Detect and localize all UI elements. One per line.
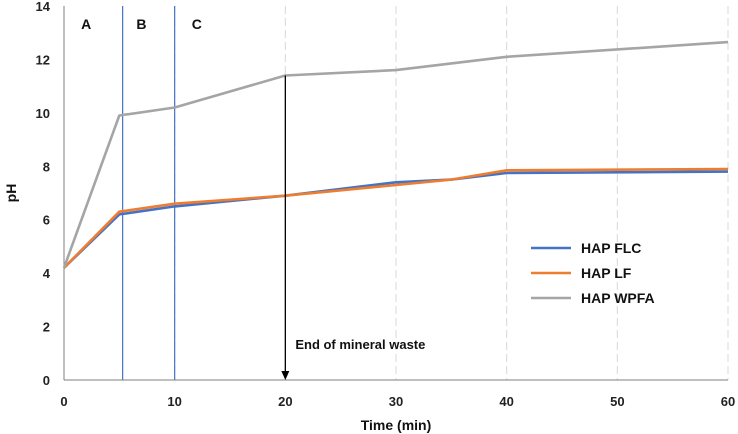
legend-label-hap-lf: HAP LF bbox=[581, 265, 632, 281]
y-tick-label-8: 8 bbox=[43, 159, 50, 174]
region-label-a: A bbox=[81, 16, 91, 32]
x-tick-label-40: 40 bbox=[499, 394, 513, 409]
y-tick-label-2: 2 bbox=[43, 320, 50, 335]
tick-labels: 0 10 20 30 40 50 60 0 2 4 6 8 10 12 14 bbox=[36, 0, 736, 409]
legend-label-hap-flc: HAP FLC bbox=[581, 240, 641, 256]
y-tick-label-12: 12 bbox=[36, 52, 50, 67]
axes bbox=[63, 6, 728, 381]
x-tick-label-10: 10 bbox=[167, 394, 181, 409]
region-labels: A B C bbox=[81, 16, 202, 32]
y-tick-label-14: 14 bbox=[36, 0, 51, 14]
annotation-text: End of mineral waste bbox=[295, 337, 425, 352]
x-tick-label-50: 50 bbox=[610, 394, 624, 409]
x-axis-title: Time (min) bbox=[361, 417, 432, 433]
legend-label-hap-wpfa: HAP WPFA bbox=[581, 290, 655, 306]
x-tick-label-20: 20 bbox=[278, 394, 292, 409]
y-tick-label-6: 6 bbox=[43, 213, 50, 228]
x-tick-label-0: 0 bbox=[60, 394, 67, 409]
region-label-c: C bbox=[192, 16, 202, 32]
y-tick-label-4: 4 bbox=[43, 266, 51, 281]
y-tick-label-0: 0 bbox=[43, 373, 50, 388]
legend: HAP FLC HAP LF HAP WPFA bbox=[531, 240, 655, 306]
series-line-hap-flc bbox=[63, 170, 729, 269]
region-label-b: B bbox=[136, 16, 146, 32]
annotation-arrow-head bbox=[281, 371, 290, 380]
region-boundaries bbox=[122, 6, 176, 380]
x-tick-label-30: 30 bbox=[389, 394, 403, 409]
series-line-hap-lf bbox=[63, 167, 729, 269]
y-tick-label-10: 10 bbox=[36, 106, 50, 121]
grid-lines bbox=[174, 6, 729, 380]
annotation: End of mineral waste bbox=[281, 75, 425, 380]
y-axis-title: pH bbox=[3, 184, 19, 203]
x-tick-label-60: 60 bbox=[721, 394, 735, 409]
